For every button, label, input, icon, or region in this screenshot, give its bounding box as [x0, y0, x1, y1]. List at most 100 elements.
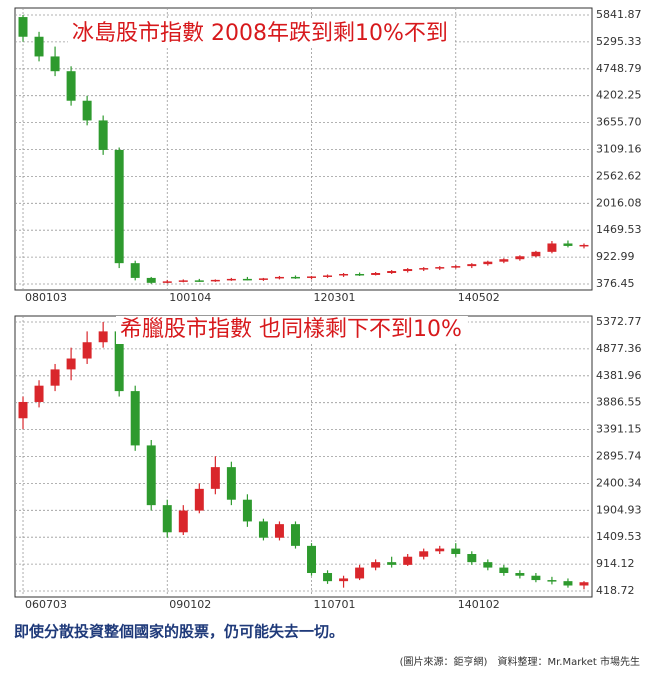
candle-body — [66, 358, 76, 370]
chart: 5841.87 5295.33 4748.79 4202.25 3655.70 3109.… — [14, 7, 642, 304]
candle-body — [355, 273, 365, 276]
x-tick-label: 080103 — [25, 291, 67, 304]
chart: 5372.77 4877.36 4381.96 3886.55 3391.15 2895.… — [14, 315, 642, 611]
candle-body — [98, 120, 108, 150]
candle-body — [194, 280, 204, 282]
y-tick-label: 418.72 — [596, 584, 635, 597]
candle-body — [242, 278, 252, 281]
candle-body — [50, 369, 60, 386]
candle-body — [403, 556, 413, 565]
candle-body — [451, 266, 461, 268]
candle-body — [82, 100, 92, 121]
y-tick-label: 922.99 — [596, 250, 635, 263]
y-tick-label: 4202.25 — [596, 89, 642, 102]
candle-body — [98, 331, 108, 343]
candle-body — [178, 510, 188, 533]
candle-body — [194, 488, 204, 511]
candle-body — [531, 575, 541, 581]
x-tick-label: 140502 — [458, 291, 500, 304]
y-tick-label: 3886.55 — [596, 396, 642, 409]
candle-body — [387, 271, 397, 273]
candle-body — [307, 276, 317, 278]
y-tick-label: 1409.53 — [596, 530, 642, 543]
candle-body — [274, 276, 284, 279]
candle-body — [547, 243, 557, 252]
candle-body — [499, 259, 509, 262]
y-tick-label: 4748.79 — [596, 62, 642, 75]
candle-body — [339, 273, 349, 276]
candle-body — [162, 281, 172, 283]
candle-body — [258, 521, 268, 538]
candle-body — [323, 573, 333, 582]
candle-body — [114, 331, 124, 392]
candle-body — [499, 567, 509, 574]
candle-body — [290, 524, 300, 546]
candle-body — [210, 279, 220, 282]
candle-body — [226, 278, 236, 281]
y-tick-label: 2400.34 — [596, 476, 642, 489]
x-tick-label: 120301 — [314, 291, 356, 304]
y-tick-label: 2895.74 — [596, 450, 642, 463]
y-tick-label: 914.12 — [596, 557, 635, 570]
candle-body — [419, 268, 429, 270]
chart-title: 希臘股市指數 也同樣剩下不到10% — [120, 317, 462, 342]
y-tick-label: 5372.77 — [596, 315, 642, 328]
candle-body — [371, 272, 381, 275]
candle-body — [290, 276, 300, 279]
y-tick-label: 1469.53 — [596, 223, 642, 236]
candle-body — [258, 278, 268, 280]
candle-body — [162, 505, 172, 533]
y-tick-label: 1904.93 — [596, 503, 642, 516]
caption: 即使分散投資整個國家的股票，仍可能失去一切。 — [14, 623, 344, 641]
candle-body — [274, 524, 284, 538]
candle-body — [579, 244, 589, 247]
candle-body — [130, 391, 140, 446]
candle-body — [355, 567, 365, 579]
candle-body — [467, 264, 477, 267]
candle-body — [18, 17, 28, 37]
candle-body — [178, 280, 188, 282]
source: (圖片來源：鉅亨網) 資料整理：Mr.Market 市場先生 — [400, 655, 640, 668]
candle-body — [130, 263, 140, 278]
x-tick-label: 090102 — [169, 598, 211, 611]
candle-body — [435, 548, 445, 552]
y-tick-label: 3391.15 — [596, 423, 642, 436]
y-tick-label: 3655.70 — [596, 116, 642, 129]
y-tick-label: 376.45 — [596, 277, 635, 290]
candle-body — [419, 551, 429, 557]
candle-body — [146, 445, 156, 506]
candle-body — [451, 548, 461, 555]
candle-body — [210, 467, 220, 489]
candle-body — [579, 582, 589, 586]
candle-body — [403, 269, 413, 272]
candle-body — [547, 580, 557, 582]
chart-title: 冰島股市指數 2008年跌到剩10%不到 — [72, 21, 448, 46]
candle-body — [339, 578, 349, 582]
candle-body — [307, 545, 317, 574]
candle-body — [563, 243, 573, 246]
candle-body — [483, 261, 493, 265]
candle-body — [18, 401, 28, 419]
y-tick-label: 2562.62 — [596, 169, 642, 182]
candle-body — [66, 71, 76, 101]
candle-body — [226, 467, 236, 500]
candle-body — [515, 256, 525, 260]
title-box — [68, 20, 454, 48]
candle-body — [483, 562, 493, 568]
x-tick-label: 110701 — [314, 598, 356, 611]
candle-body — [371, 562, 381, 568]
y-tick-label: 4381.96 — [596, 369, 642, 382]
candle-body — [146, 277, 156, 283]
plot-frame — [14, 7, 593, 291]
candle-body — [531, 251, 541, 257]
y-tick-label: 2016.08 — [596, 196, 642, 209]
y-tick-label: 5841.87 — [596, 8, 642, 21]
candle-body — [82, 342, 92, 359]
x-tick-label: 140102 — [458, 598, 500, 611]
y-tick-label: 5295.33 — [596, 35, 642, 48]
title-box — [116, 316, 468, 344]
y-tick-label: 4877.36 — [596, 342, 642, 355]
candle-body — [242, 499, 252, 522]
candle-body — [563, 581, 573, 586]
